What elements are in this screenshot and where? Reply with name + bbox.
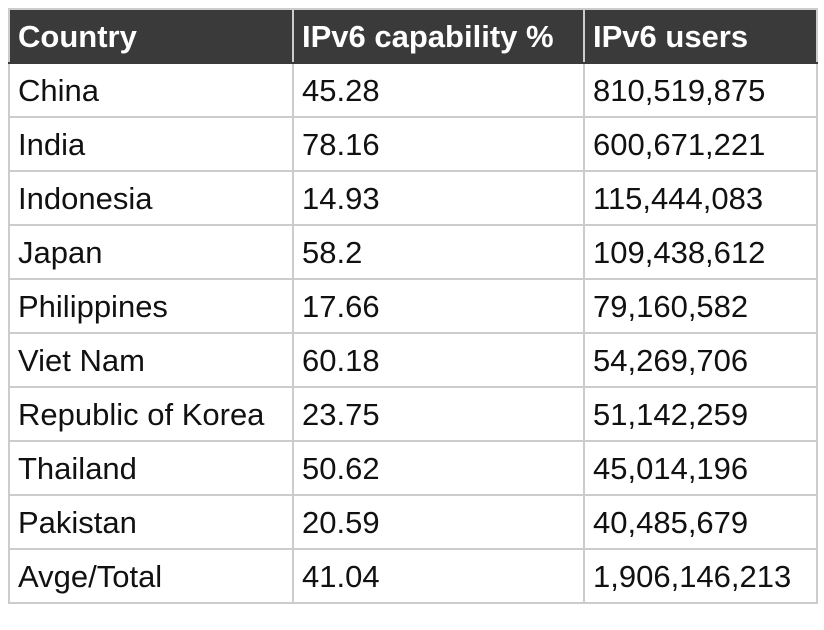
capability-cell: 14.93 — [292, 170, 585, 226]
users-cell: 79,160,582 — [583, 278, 818, 334]
country-cell: Philippines — [8, 278, 294, 334]
country-cell: Thailand — [8, 440, 294, 496]
total-row: Avge/Total 41.04 1,906,146,213 — [8, 548, 818, 604]
capability-cell: 60.18 — [292, 332, 585, 388]
capability-cell: 20.59 — [292, 494, 585, 550]
ipv6-country-table: Country IPv6 capability % IPv6 users Chi… — [8, 8, 818, 604]
users-cell: 109,438,612 — [583, 224, 818, 280]
users-cell: 1,906,146,213 — [583, 548, 818, 604]
country-cell: China — [8, 62, 294, 118]
users-cell: 600,671,221 — [583, 116, 818, 172]
users-cell: 51,142,259 — [583, 386, 818, 442]
capability-cell: 17.66 — [292, 278, 585, 334]
table-row: Viet Nam 60.18 54,269,706 — [8, 332, 818, 388]
table-row: Japan 58.2 109,438,612 — [8, 224, 818, 280]
capability-cell: 23.75 — [292, 386, 585, 442]
table-header: Country IPv6 capability % IPv6 users — [8, 8, 818, 64]
table-row: Republic of Korea 23.75 51,142,259 — [8, 386, 818, 442]
users-cell: 54,269,706 — [583, 332, 818, 388]
table-row: Thailand 50.62 45,014,196 — [8, 440, 818, 496]
table-body: China 45.28 810,519,875 India 78.16 600,… — [8, 62, 818, 604]
country-cell: Avge/Total — [8, 548, 294, 604]
table-row: China 45.28 810,519,875 — [8, 62, 818, 118]
users-cell: 115,444,083 — [583, 170, 818, 226]
header-row: Country IPv6 capability % IPv6 users — [8, 8, 818, 64]
capability-cell: 50.62 — [292, 440, 585, 496]
capability-cell: 41.04 — [292, 548, 585, 604]
header-ipv6-capability: IPv6 capability % — [292, 8, 585, 64]
users-cell: 40,485,679 — [583, 494, 818, 550]
users-cell: 45,014,196 — [583, 440, 818, 496]
country-cell: Viet Nam — [8, 332, 294, 388]
capability-cell: 58.2 — [292, 224, 585, 280]
table-row: Pakistan 20.59 40,485,679 — [8, 494, 818, 550]
country-cell: Japan — [8, 224, 294, 280]
country-cell: Pakistan — [8, 494, 294, 550]
country-cell: India — [8, 116, 294, 172]
table-row: India 78.16 600,671,221 — [8, 116, 818, 172]
table-row: Philippines 17.66 79,160,582 — [8, 278, 818, 334]
header-country: Country — [8, 8, 294, 64]
capability-cell: 45.28 — [292, 62, 585, 118]
users-cell: 810,519,875 — [583, 62, 818, 118]
header-ipv6-users: IPv6 users — [583, 8, 818, 64]
country-cell: Indonesia — [8, 170, 294, 226]
table-row: Indonesia 14.93 115,444,083 — [8, 170, 818, 226]
capability-cell: 78.16 — [292, 116, 585, 172]
country-cell: Republic of Korea — [8, 386, 294, 442]
